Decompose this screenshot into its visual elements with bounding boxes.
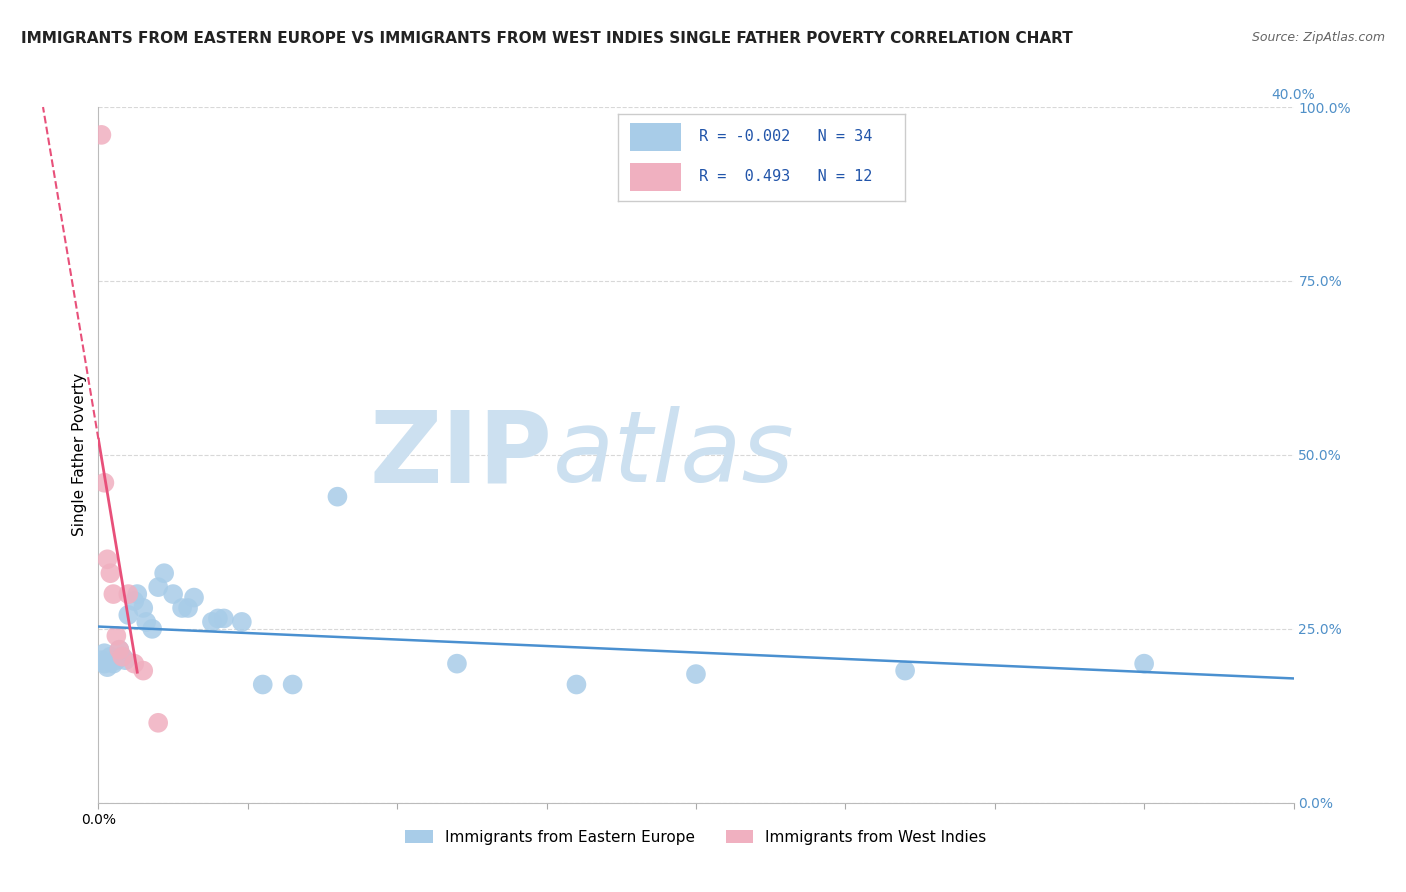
Point (565, 677, 588, 691)
Point (117, 607, 139, 622)
Point (135, 615, 157, 629)
Point (111, 649, 134, 664)
Point (105, 653, 128, 667)
Point (326, 490, 349, 504)
Point (212, 611, 235, 625)
Text: Source: ZipAtlas.com: Source: ZipAtlas.com (1251, 31, 1385, 45)
Point (93, 475, 115, 490)
Point (96, 660, 118, 674)
Point (231, 615, 253, 629)
Point (90, 128, 112, 142)
Point (98, 566, 122, 581)
Point (132, 601, 155, 615)
Point (446, 657, 468, 671)
Point (117, 587, 139, 601)
Text: IMMIGRANTS FROM EASTERN EUROPE VS IMMIGRANTS FROM WEST INDIES SINGLE FATHER POVE: IMMIGRANTS FROM EASTERN EUROPE VS IMMIGR… (21, 31, 1073, 46)
Point (141, 622, 163, 636)
Point (148, 715, 170, 730)
Point (98, 649, 122, 664)
Point (148, 580, 170, 594)
Text: ZIP: ZIP (370, 407, 553, 503)
Point (103, 657, 125, 671)
Y-axis label: Single Father Poverty: Single Father Poverty (72, 374, 87, 536)
Point (162, 587, 184, 601)
Point (124, 657, 146, 671)
Point (207, 611, 229, 625)
Point (281, 677, 304, 691)
Point (90, 653, 112, 667)
Point (201, 615, 224, 629)
Point (124, 594, 146, 608)
Point (685, 667, 707, 681)
Point (252, 677, 274, 691)
Point (1133, 657, 1156, 671)
Point (105, 629, 128, 643)
Point (114, 653, 136, 667)
Point (108, 642, 131, 657)
Text: atlas: atlas (553, 407, 794, 503)
Point (96, 552, 118, 566)
Point (177, 601, 200, 615)
Point (93, 657, 115, 671)
Point (111, 649, 134, 664)
Legend: Immigrants from Eastern Europe, Immigrants from West Indies: Immigrants from Eastern Europe, Immigran… (399, 823, 993, 851)
Point (108, 642, 131, 657)
Point (103, 587, 125, 601)
Point (132, 664, 155, 678)
Point (894, 664, 917, 678)
Point (127, 587, 149, 601)
Point (93, 646, 115, 660)
Point (183, 591, 205, 605)
Point (153, 566, 176, 581)
Point (172, 601, 194, 615)
